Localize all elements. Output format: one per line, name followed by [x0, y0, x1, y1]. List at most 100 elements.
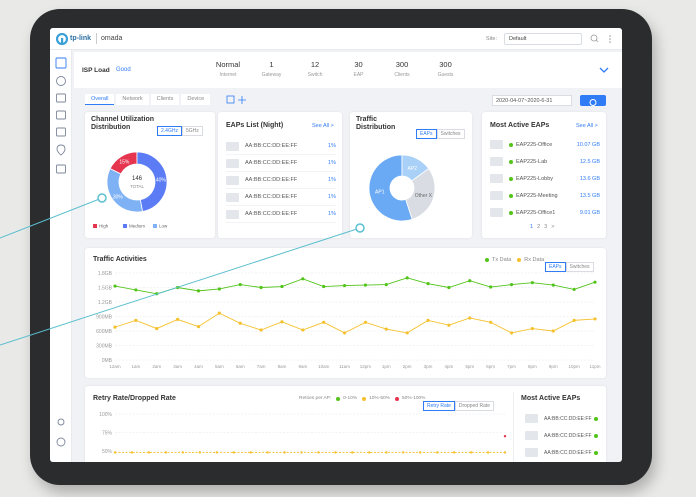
- x-tick-label: 5am: [215, 364, 224, 369]
- slice-label: 30%: [113, 194, 124, 200]
- legend-item: Rx Data: [517, 257, 544, 263]
- point: [452, 451, 456, 454]
- slice-label: AP2: [407, 166, 417, 172]
- tab[interactable]: Clients: [150, 94, 180, 105]
- device-name: AA:BB:CC:DD:EE:FF: [544, 449, 592, 456]
- callout-dot: [97, 193, 107, 203]
- toggle-button[interactable]: Dropped Rate: [454, 401, 495, 411]
- card-title: EAPs List (Night): [226, 122, 284, 129]
- see-all[interactable]: See All >: [576, 123, 598, 129]
- series-line: [114, 277, 596, 295]
- point: [334, 451, 337, 454]
- toggle-button[interactable]: 5GHz: [181, 126, 203, 136]
- page-link[interactable]: 1: [530, 224, 534, 230]
- point: [368, 451, 371, 454]
- site-select[interactable]: Default: [504, 33, 582, 45]
- legend-dot: [362, 396, 367, 401]
- status-dot: [509, 193, 513, 198]
- toggle-button[interactable]: 2.4GHz: [157, 126, 182, 136]
- device-name: AA:BB:CC:DD:EE:FF: [245, 177, 298, 183]
- toggle-button[interactable]: EAPs: [545, 262, 566, 272]
- tab[interactable]: Device: [181, 94, 211, 105]
- device-value: 10.07 GB: [576, 141, 600, 148]
- x-tick-label: 8am: [278, 364, 287, 369]
- x-tick-label: 4am: [194, 364, 203, 369]
- device-name: AA:BB:CC:DD:EE:FF: [245, 160, 298, 166]
- x-tick-label: 4pm: [445, 364, 454, 369]
- x-tick-label: 12pm: [360, 364, 372, 369]
- point: [342, 331, 347, 335]
- see-all[interactable]: See All >: [312, 123, 334, 129]
- point: [113, 284, 117, 288]
- point: [181, 451, 185, 454]
- point: [551, 283, 555, 287]
- status-dot: [594, 433, 598, 438]
- legend-swatch: [123, 224, 127, 228]
- list-row: AA:BB:CC:DD:EE:FF 1%: [226, 155, 336, 172]
- list-row: AA:BB:CC:DD:EE:FF: [525, 444, 601, 461]
- x-tick-label: 11am: [339, 364, 350, 369]
- point: [509, 331, 514, 335]
- point: [405, 331, 409, 335]
- product: omada: [101, 35, 123, 42]
- settings-button[interactable]: [580, 95, 606, 106]
- legend-swatch: [93, 224, 97, 228]
- x-tick-label: 2pm: [403, 364, 412, 369]
- point: [113, 325, 117, 329]
- list-row: AA:BB:CC:DD:EE:FF: [525, 427, 601, 444]
- tabs: Overall Network Clients Device: [85, 94, 211, 105]
- page-link[interactable]: 2: [537, 224, 541, 230]
- side-title: Most Active EAPs: [521, 395, 581, 402]
- slice: [106, 168, 143, 213]
- legend-dot: [517, 258, 522, 262]
- tab[interactable]: Overall: [85, 94, 115, 105]
- channel-card: Channel Utilization Distribution 2.4GHz 5…: [85, 112, 215, 238]
- point: [363, 320, 368, 324]
- point: [385, 451, 388, 454]
- rate-tabs: Retry Rate Dropped Rate: [423, 394, 495, 412]
- point: [155, 326, 159, 331]
- device-value: 1%: [328, 211, 336, 217]
- toggle-button[interactable]: Switches: [565, 262, 594, 272]
- expand-icon[interactable]: [598, 65, 610, 75]
- status-label: EAP: [353, 72, 364, 78]
- center-label: TOTAL: [130, 184, 145, 189]
- page-link[interactable]: >: [551, 224, 555, 230]
- legend-label: Rx Data: [524, 257, 545, 263]
- slice-label: 15%: [119, 159, 130, 165]
- date-picker[interactable]: 2020-04-07~2020-6-31: [492, 95, 572, 106]
- point: [113, 451, 117, 454]
- point: [238, 283, 242, 287]
- toggle-button[interactable]: Retry Rate: [423, 401, 455, 411]
- page-link[interactable]: 3: [544, 224, 548, 230]
- card-title: Retry Rate/Dropped Rate: [93, 395, 176, 402]
- divider: [513, 392, 514, 462]
- x-tick-label: 3am: [173, 364, 182, 369]
- legend-label: Tx Data: [492, 257, 512, 263]
- point: [215, 451, 218, 454]
- y-tick-label: 100%: [99, 412, 112, 418]
- device-icon: [525, 414, 538, 423]
- x-tick-label: 9am: [298, 364, 307, 369]
- point: [266, 451, 269, 454]
- list-row: AA:BB:CC:DD:EE:FF: [525, 410, 601, 427]
- point: [447, 285, 451, 290]
- side-rows: AA:BB:CC:DD:EE:FF AA:BB:CC:DD:EE:FF AA:BB:…: [525, 410, 601, 461]
- tab[interactable]: Network: [116, 94, 149, 105]
- point: [130, 451, 134, 454]
- line-chart: 25%50%75%100%: [99, 412, 507, 455]
- status-value: 300: [439, 60, 452, 69]
- y-tick-label: 1.2GB: [98, 300, 113, 306]
- device-icon: [490, 208, 503, 217]
- device-icon: [490, 140, 503, 149]
- toggle-button[interactable]: Switches: [436, 129, 465, 139]
- point: [363, 283, 368, 287]
- status-value: Normal: [215, 60, 241, 69]
- toggle-button[interactable]: EAPs: [416, 129, 437, 139]
- slice: [368, 154, 413, 222]
- device-icon: [490, 191, 503, 200]
- point: [351, 451, 354, 454]
- point: [196, 325, 201, 329]
- list-row: EAP225-Lobby 13.6 GB: [490, 170, 600, 187]
- status-label: Gateway: [261, 72, 282, 78]
